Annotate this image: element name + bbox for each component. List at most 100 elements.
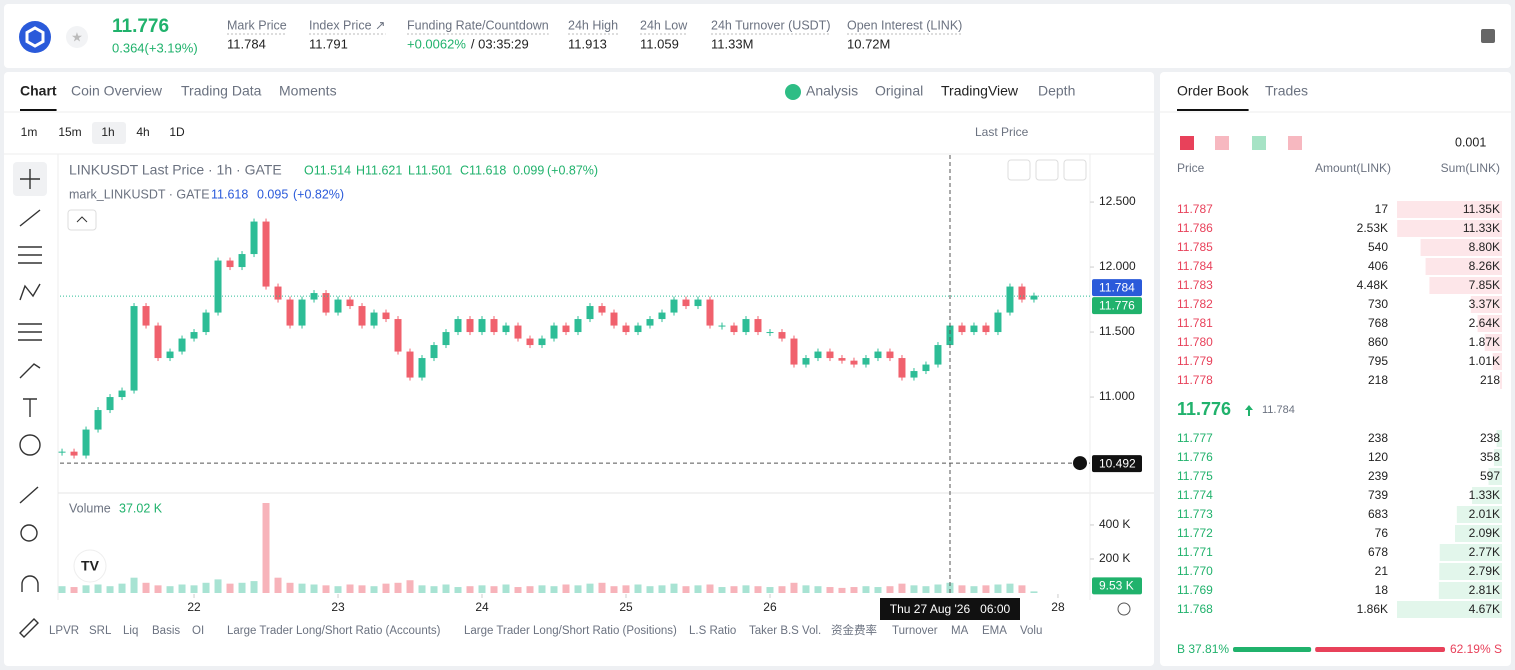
ob-sum: 7.85K [1469,278,1500,292]
candle [598,306,606,313]
zoom-tool[interactable] [20,524,38,542]
indicator[interactable]: Basis [152,625,180,637]
depth-bar [1477,315,1502,332]
ob-tab[interactable]: Trades [1265,83,1308,99]
ob-price: 11.775 [1177,469,1213,483]
depth-bar [1397,601,1502,618]
precision-select[interactable]: 0.001 [1455,135,1486,149]
view-mode[interactable] [1288,136,1302,150]
ob-price: 11.781 [1177,316,1213,330]
view-tab[interactable]: TradingView [941,83,1019,99]
view-tab[interactable]: Analysis [806,83,858,99]
indicator[interactable]: OI [192,625,204,637]
ob-amount: 795 [1368,354,1388,368]
ob-tab[interactable]: Order Book [1177,83,1250,99]
stat-value: 11.33M [711,36,753,51]
price-change: 0.364(+3.19%) [112,40,198,55]
candle [418,358,426,378]
ob-amount: 730 [1368,297,1388,311]
ob-sum: 2.64K [1469,316,1500,330]
view-both[interactable] [1180,136,1194,150]
indicator[interactable]: Taker B.S Vol. [749,625,821,637]
mark-legend-value: (+0.82%) [293,187,344,201]
indicator[interactable]: Turnover [892,625,938,637]
text-tool[interactable] [23,398,37,417]
brush-tool[interactable] [19,363,41,379]
stat-label: 24h Turnover (USDT) [711,18,830,32]
indicator[interactable]: LPVR [49,625,79,637]
chart-tab[interactable]: Chart [20,83,57,99]
interval[interactable]: 1D [169,125,185,139]
edit-tool[interactable] [19,618,39,638]
candle [286,299,294,326]
indicator[interactable]: SRL [89,625,112,637]
chart-tab[interactable]: Trading Data [181,83,262,99]
interval[interactable]: 15m [58,125,81,139]
ob-sum: 1.87K [1469,335,1500,349]
tv-logo [73,549,107,583]
indicator[interactable]: EMA [982,625,1007,637]
trendline-tool[interactable] [19,209,41,227]
col-price: Price [1177,161,1205,175]
indicator[interactable]: MA [951,625,969,637]
volume-bar [934,584,942,593]
interval[interactable]: 1h [101,125,114,139]
settings-icon[interactable] [1117,602,1131,616]
candle [238,254,246,268]
pattern-tool[interactable] [19,283,41,301]
collapse-legend[interactable] [67,209,97,231]
interval[interactable]: 1m [21,125,38,139]
view-tab[interactable]: Original [875,83,923,99]
price-type-select[interactable]: Last Price [975,125,1029,139]
legend-title: LINKUSDT Last Price · 1h · GATE [69,162,282,178]
view-tab[interactable]: Depth [1038,83,1075,99]
candle [658,312,666,320]
book-icon[interactable] [1481,29,1495,43]
indicator[interactable]: 资金费率 [831,623,877,637]
indicator[interactable]: Large Trader Long/Short Ratio (Positions… [464,625,677,637]
indicator[interactable]: Large Trader Long/Short Ratio (Accounts) [227,625,441,637]
candle [718,325,726,327]
crosshair-tool[interactable] [20,169,40,189]
volume-bar [754,586,762,593]
indicator[interactable]: Volu [1020,625,1042,637]
interval[interactable]: 4h [136,125,149,139]
ob-amount: 860 [1368,335,1388,349]
volume-bar [598,582,606,593]
ruler-tool[interactable] [19,486,39,504]
view-mode[interactable] [1252,136,1266,150]
volume-bar [334,586,342,593]
candle [130,306,138,391]
candle [430,345,438,359]
candle [514,325,522,339]
buy-ratio: B 37.81% [1177,642,1229,656]
volume-tick-label: 400 K [1099,517,1130,531]
volume-bar [766,587,774,593]
magnet-tool[interactable] [21,575,39,592]
volume-bar [310,584,318,593]
indicator[interactable]: L.S Ratio [689,625,736,637]
candle [346,299,354,307]
chart-btn[interactable] [1035,159,1059,181]
chart-tab[interactable]: Coin Overview [71,83,163,99]
volume-bar [490,586,498,593]
ob-price: 11.784 [1177,259,1213,273]
candle [742,319,750,333]
emoji-tool[interactable] [19,434,41,456]
volume-bar [430,586,438,593]
favorite-button[interactable] [66,26,88,48]
stat-value: 11.784 [227,36,266,51]
stat-value: 11.059 [640,36,679,51]
depth-bar [1484,334,1502,351]
last-price-tag-bg [1092,297,1142,315]
chart-btn[interactable] [1007,159,1031,181]
ob-sum: 218 [1480,373,1500,387]
volume-bar [166,586,174,593]
chart-tab[interactable]: Moments [279,83,337,99]
indicator[interactable]: Liq [123,625,138,637]
view-mode[interactable] [1215,136,1229,150]
crosshair-time-bg [880,598,1020,620]
fib-tool[interactable] [18,246,42,264]
projection-tool[interactable] [18,323,42,341]
chart-btn[interactable] [1063,159,1087,181]
